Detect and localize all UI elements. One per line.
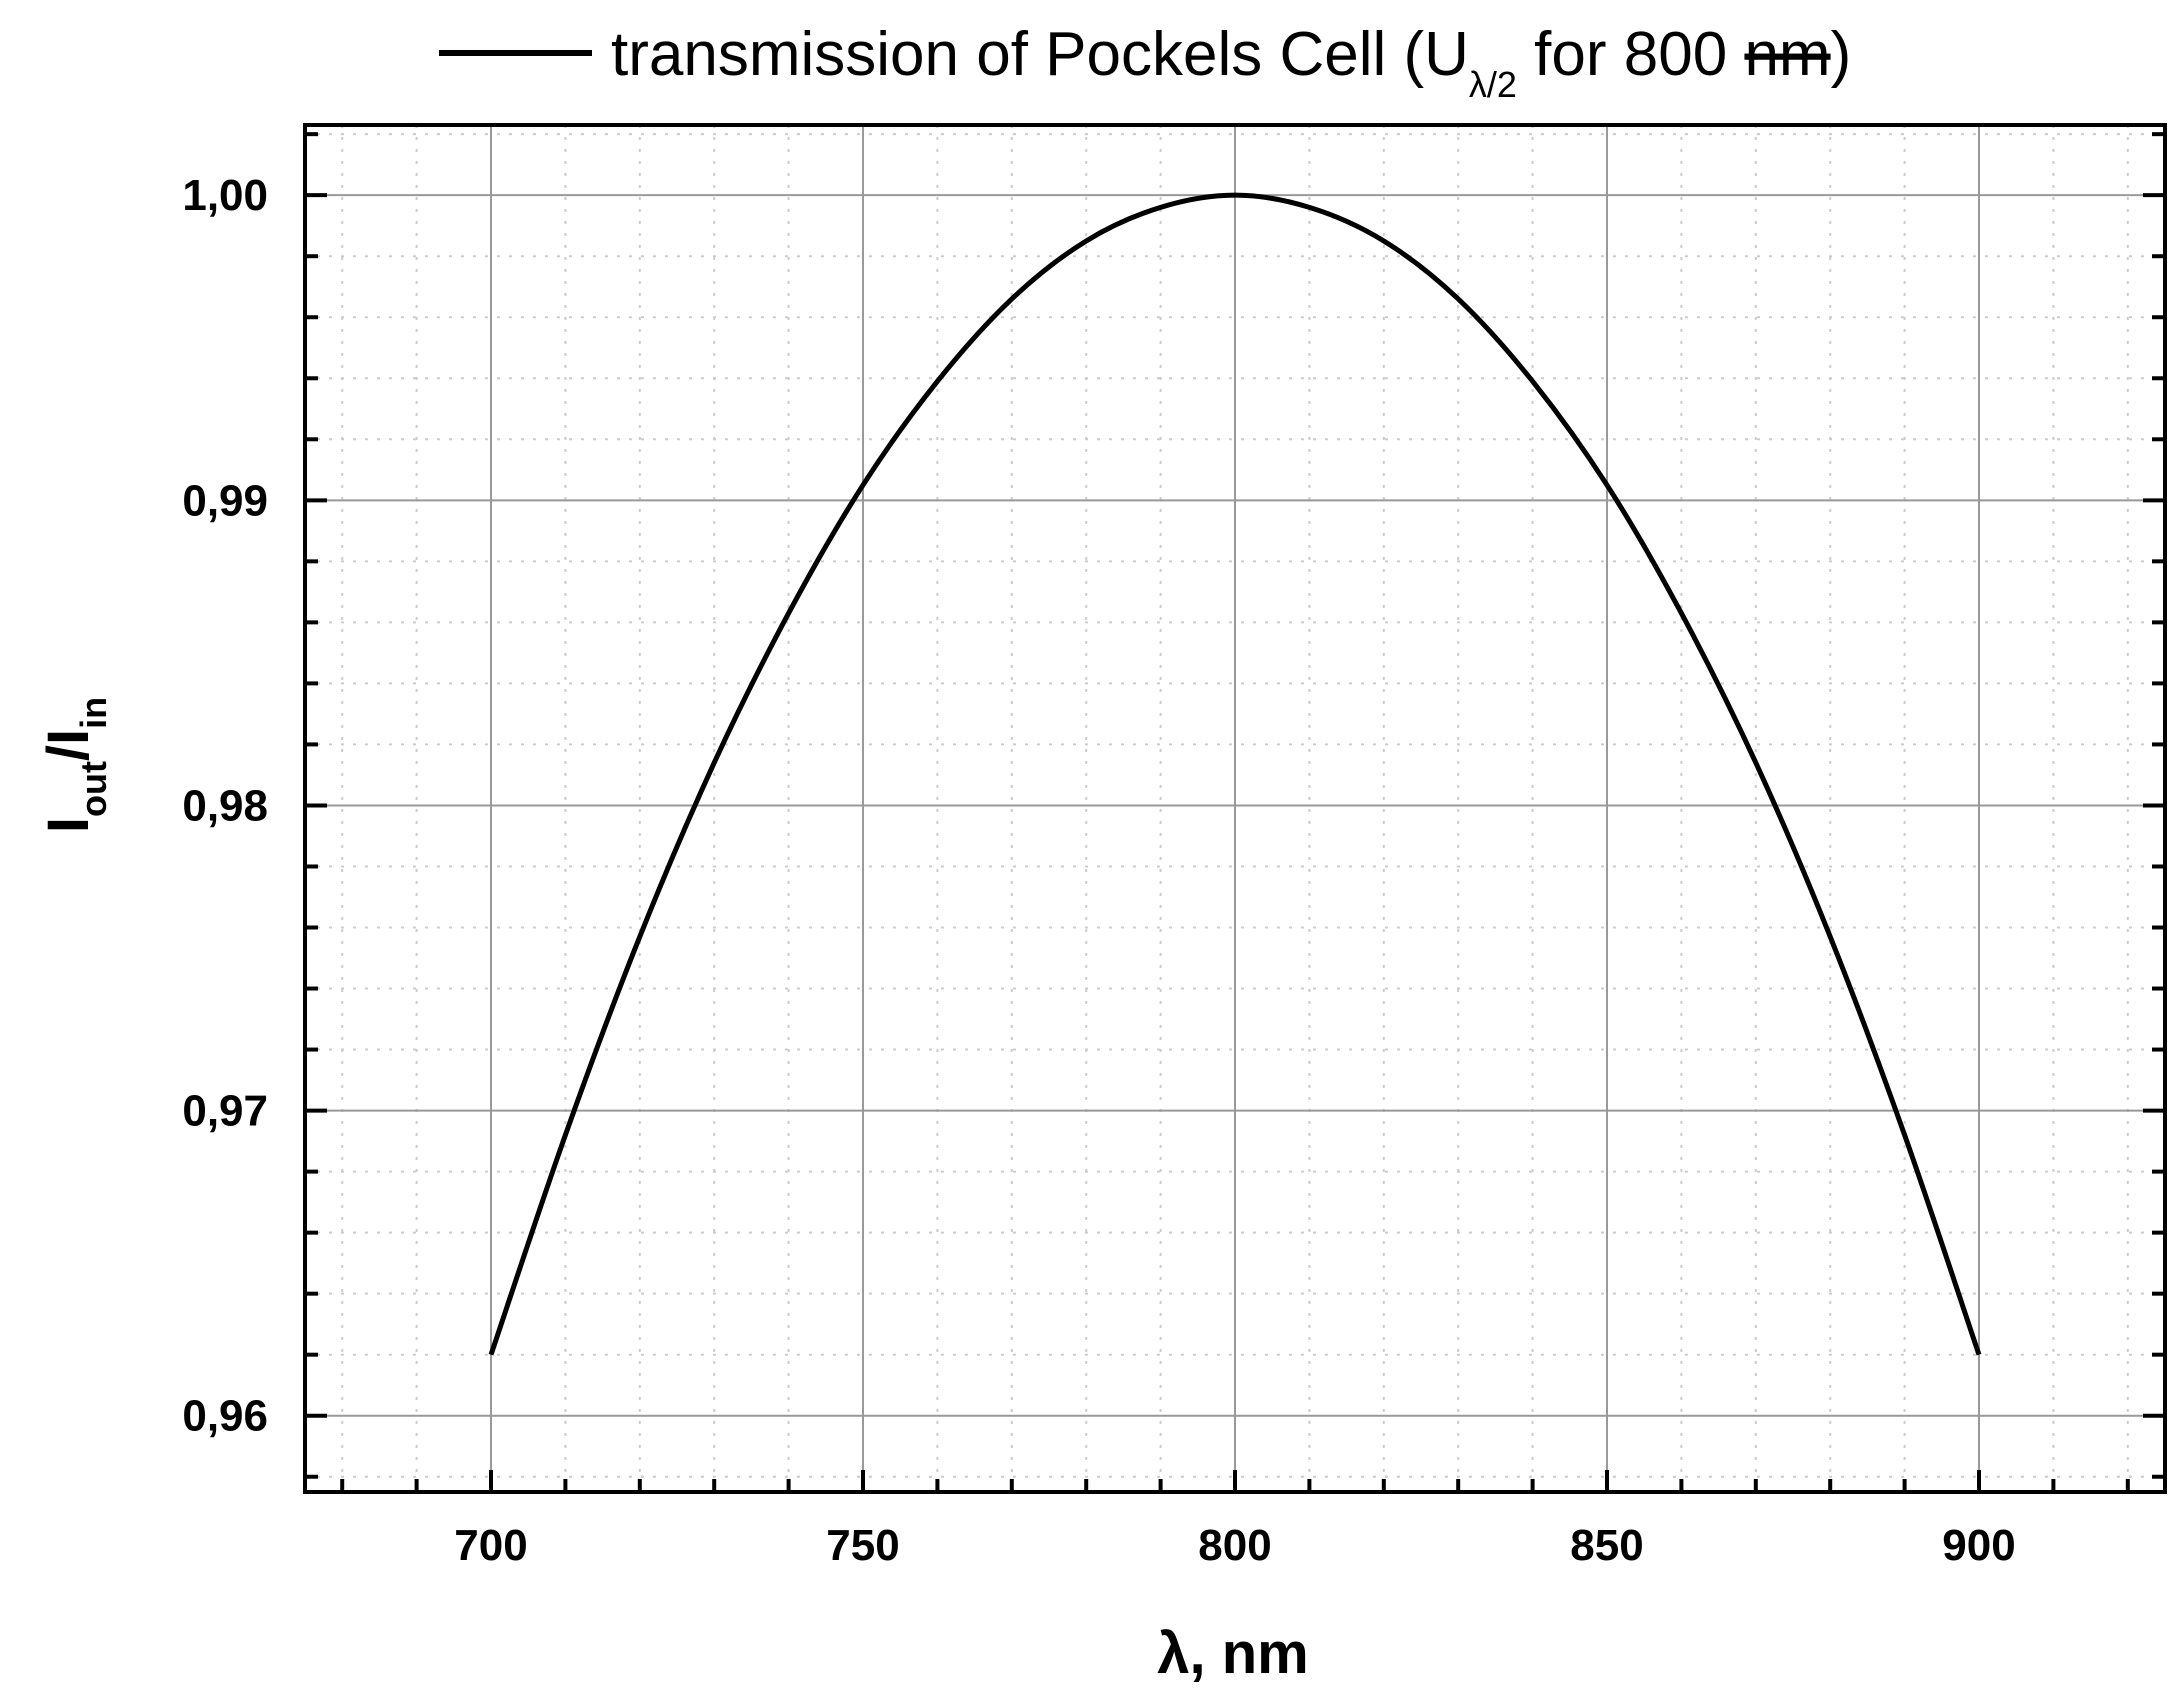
y-tick-label: 0,98: [182, 781, 268, 830]
tick-labels: 700 750 800 850 900 0,96 0,97 0,98 0,99 1,00: [182, 171, 2015, 1570]
grid: [305, 125, 2165, 1492]
legend: transmission of Pockels Cell (Uλ/2 for 8…: [439, 20, 1851, 105]
x-tick-label: 750: [826, 1521, 899, 1570]
legend-label: transmission of Pockels Cell (Uλ/2 for 8…: [611, 20, 1851, 105]
x-tick-label: 700: [454, 1521, 527, 1570]
x-tick-label: 850: [1570, 1521, 1643, 1570]
x-tick-label: 800: [1198, 1521, 1271, 1570]
y-tick-label: 0,99: [182, 476, 268, 525]
y-tick-label: 1,00: [182, 171, 268, 220]
ticks: [305, 132, 2165, 1492]
x-axis-title: λ, nm: [1157, 1621, 1309, 1686]
y-tick-label: 0,97: [182, 1087, 268, 1136]
y-tick-label: 0,96: [182, 1392, 268, 1441]
series-line: [488, 192, 1982, 1356]
y-axis-title: Iout/Iin: [36, 697, 114, 833]
curve-layer: [488, 192, 1982, 1356]
x-tick-label: 900: [1942, 1521, 2015, 1570]
